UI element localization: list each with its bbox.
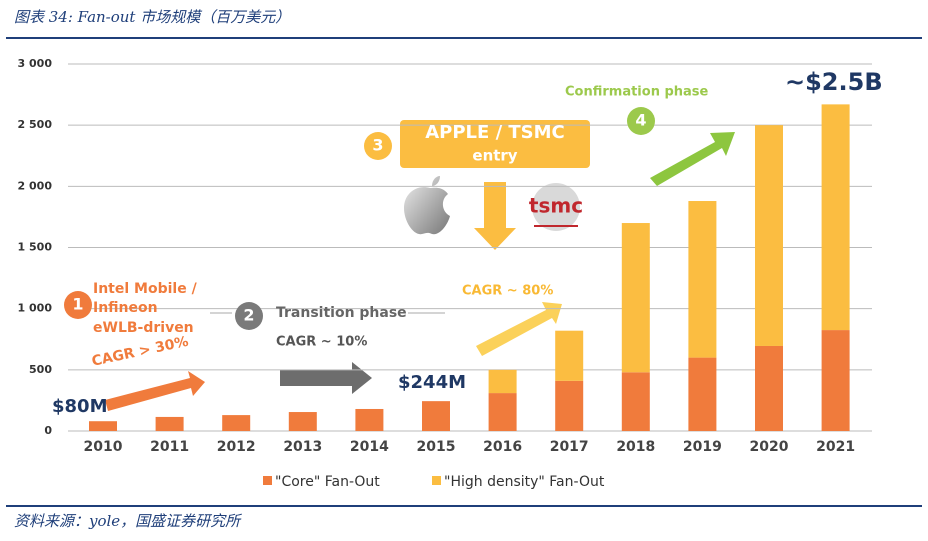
x-tick-label: 2017 bbox=[550, 439, 589, 455]
arrow-4 bbox=[650, 132, 735, 186]
y-tick-label: 0 bbox=[44, 424, 52, 437]
bar-segment bbox=[555, 380, 584, 431]
bar-segment bbox=[488, 369, 517, 394]
x-tick-label: 2011 bbox=[150, 439, 189, 455]
annotation: 4 bbox=[635, 111, 646, 130]
annotation: entry bbox=[472, 147, 517, 165]
decorations bbox=[105, 120, 735, 411]
arrow-1 bbox=[105, 371, 205, 411]
y-tick-label: 2 500 bbox=[18, 118, 53, 131]
x-tick-label: 2018 bbox=[616, 439, 655, 455]
legend-swatch bbox=[263, 476, 272, 485]
arrow-3 bbox=[474, 182, 516, 250]
x-tick-label: 2019 bbox=[683, 439, 722, 455]
y-tick-label: 1 000 bbox=[18, 302, 53, 315]
bar-segment bbox=[688, 357, 717, 431]
bar-segment bbox=[555, 330, 584, 381]
legend-swatch bbox=[432, 476, 441, 485]
annotation: APPLE / TSMC bbox=[425, 122, 565, 143]
annotation: 3 bbox=[372, 136, 383, 155]
annotation: Intel Mobile / bbox=[93, 281, 198, 297]
annotation: 2 bbox=[243, 306, 254, 325]
x-tick-label: 2014 bbox=[350, 439, 389, 455]
x-tick-label: 2010 bbox=[84, 439, 123, 455]
x-tick-label: 2016 bbox=[483, 439, 522, 455]
bar-segment bbox=[155, 416, 184, 431]
bar-segment bbox=[621, 223, 650, 373]
annotation: $80M bbox=[52, 396, 108, 417]
annotation: CAGR ~ 10% bbox=[276, 335, 367, 350]
x-tick-label: 2012 bbox=[217, 439, 256, 455]
annotation: Confirmation phase bbox=[565, 85, 709, 100]
bar-segment bbox=[621, 372, 650, 431]
annotation: Transition phase bbox=[276, 305, 407, 321]
annotation: Infineon bbox=[93, 300, 158, 316]
entry-box bbox=[400, 120, 590, 168]
bar-segment bbox=[821, 104, 850, 331]
legend-label: "High density" Fan-Out bbox=[444, 474, 605, 490]
tsmc-logo bbox=[532, 183, 580, 231]
step-badge bbox=[364, 132, 392, 160]
y-tick-label: 2 000 bbox=[18, 179, 53, 192]
step-badge bbox=[64, 291, 92, 319]
source-note: 资料来源：yole，国盛证券研究所 bbox=[14, 512, 242, 530]
step-badge bbox=[235, 302, 263, 330]
bar-segment bbox=[688, 201, 717, 358]
annotation: ~$2.5B bbox=[785, 68, 883, 96]
x-tick-label: 2020 bbox=[750, 439, 789, 455]
bar-segment bbox=[821, 330, 850, 431]
figure-title: 图表 34: Fan-out 市场规模（百万美元） bbox=[14, 8, 290, 26]
arrow-2 bbox=[280, 362, 372, 394]
annotation: CAGR ~ 80% bbox=[462, 284, 553, 299]
x-tick-label: 2013 bbox=[283, 439, 322, 455]
legend-label: "Core" Fan-Out bbox=[275, 474, 380, 490]
x-tick-label: 2021 bbox=[816, 439, 855, 455]
x-tick-label: 2015 bbox=[417, 439, 456, 455]
bar-segment bbox=[355, 408, 384, 431]
bar-segment bbox=[288, 412, 317, 431]
bar-segment bbox=[222, 415, 251, 431]
annotation: $244M bbox=[398, 372, 466, 393]
step-badge bbox=[627, 107, 655, 135]
y-tick-label: 3 000 bbox=[18, 57, 53, 70]
bar-segment bbox=[755, 345, 783, 431]
annotation: eWLB-driven bbox=[93, 320, 194, 336]
annotation: tsmc bbox=[529, 194, 583, 218]
y-tick-label: 1 500 bbox=[18, 241, 53, 254]
bar-segment bbox=[89, 421, 117, 431]
apple-logo bbox=[404, 176, 450, 235]
bar-segment bbox=[755, 125, 783, 346]
bar-segment bbox=[488, 393, 517, 431]
bar-segment bbox=[422, 401, 450, 431]
annotation: CAGR > 30% bbox=[90, 334, 190, 370]
y-tick-label: 500 bbox=[29, 363, 52, 376]
annotation: 1 bbox=[72, 295, 83, 314]
arrow-cagr bbox=[476, 302, 562, 356]
